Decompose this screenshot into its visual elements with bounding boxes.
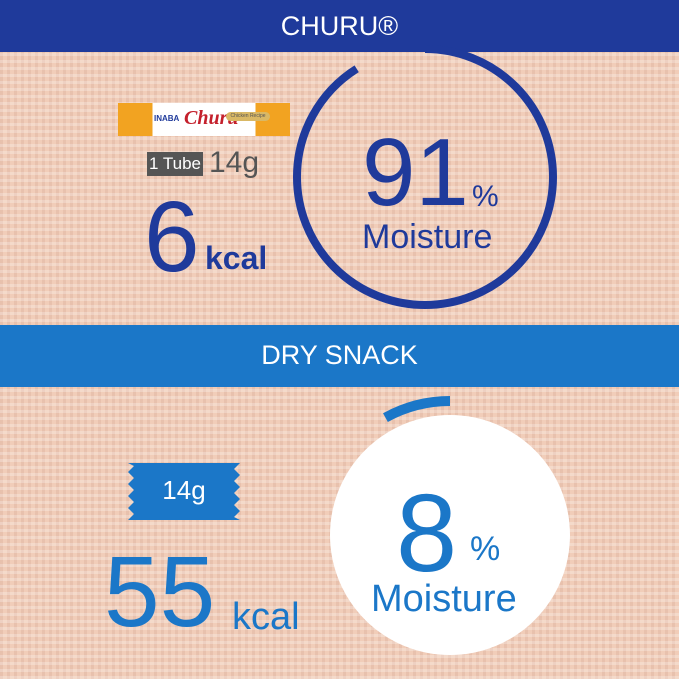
churu-kcal-value: 6 (144, 181, 200, 293)
churu-moisture-value: 91 (362, 119, 469, 226)
snack-wrapper-icon (128, 463, 240, 520)
churu-moisture-label: Moisture (362, 218, 493, 256)
churu-kcal-unit: kcal (205, 240, 268, 276)
churu-percent-sign: % (472, 180, 499, 213)
churu-header: CHURU® (0, 0, 679, 52)
dry-kcal-value: 55 (104, 536, 216, 648)
dry-percent-sign: % (470, 530, 501, 568)
dry-moisture-value: 8 (396, 472, 458, 595)
churu-moisture-arc (293, 45, 557, 309)
dry-moisture-label: Moisture (371, 578, 517, 620)
churu-tube-image: INABA Churu Chicken Recipe (118, 103, 290, 136)
dry-weight: 14g (162, 475, 206, 505)
dry-moisture-arc (311, 396, 589, 674)
dry-snack-header: DRY SNACK (0, 325, 679, 387)
churu-weight: 14g (209, 146, 260, 179)
dry-moisture-circle (330, 415, 570, 655)
tube-count-label: 1 Tube (147, 152, 203, 176)
dry-kcal-unit: kcal (232, 596, 300, 638)
